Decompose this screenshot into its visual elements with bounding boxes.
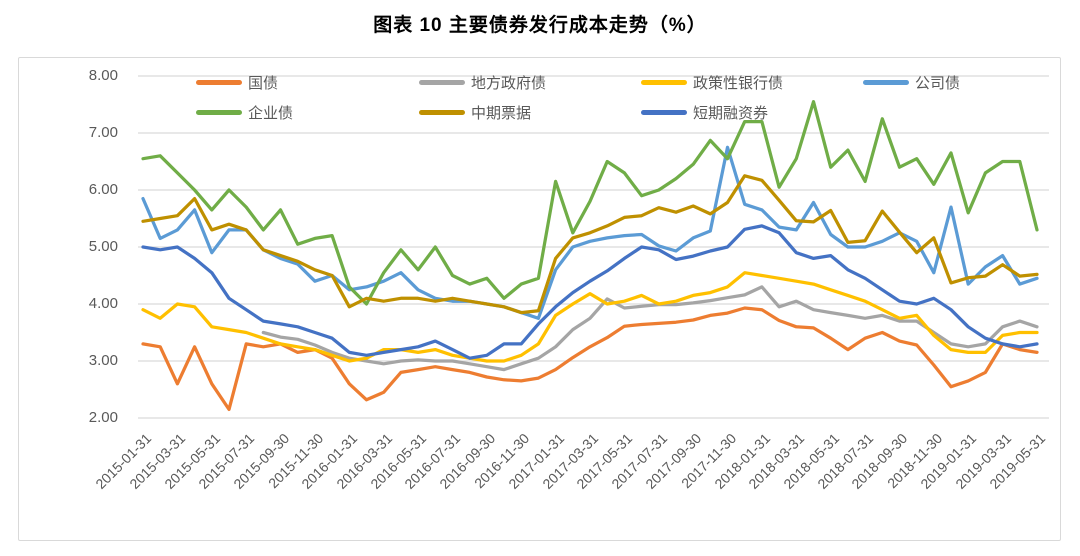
legend-label: 政策性银行债 xyxy=(693,74,784,92)
legend-item-enterprise-bond: 企业债 xyxy=(196,102,293,122)
legend-label: 短期融资券 xyxy=(693,104,769,122)
series-line-medium-term-note xyxy=(141,174,1039,315)
legend-swatch-enterprise-bond xyxy=(196,109,242,115)
y-tick-label: 5.00 xyxy=(88,238,118,255)
legend-label: 中期票据 xyxy=(471,104,532,122)
chart-title: 图表 10 主要债券发行成本走势（%） xyxy=(373,15,707,36)
y-tick-label: 7.00 xyxy=(88,124,118,141)
legend-item-policy-bank-bond: 政策性银行债 xyxy=(641,72,783,92)
legend-swatch-corporate-bond xyxy=(863,79,909,85)
y-tick-label: 8.00 xyxy=(88,67,118,84)
legend-item-corporate-bond: 公司债 xyxy=(863,72,960,92)
series-line-corporate-bond xyxy=(141,145,1039,320)
legend-swatch-medium-term-note xyxy=(419,109,465,115)
y-tick-label: 3.00 xyxy=(88,352,118,369)
series-line-treasury xyxy=(141,306,1039,412)
legend-item-short-term-cp: 短期融资券 xyxy=(641,102,768,122)
legend-swatch-treasury xyxy=(196,79,242,85)
y-tick-label: 6.00 xyxy=(88,181,118,198)
legend-item-local-gov-bond: 地方政府债 xyxy=(419,72,546,92)
legend-label: 公司债 xyxy=(915,74,961,92)
legend-item-medium-term-note: 中期票据 xyxy=(419,102,531,122)
y-tick-label: 2.00 xyxy=(88,409,118,426)
legend-item-treasury: 国债 xyxy=(196,72,278,92)
legend-label: 国债 xyxy=(248,74,279,92)
chart-area: 8.00 7.00 6.00 5.00 4.00 3.00 2.00 2015-01-31 2… xyxy=(18,57,1061,541)
series-line-local-gov-bond xyxy=(261,285,1039,372)
plot-canvas xyxy=(138,75,1049,419)
legend-swatch-local-gov-bond xyxy=(419,79,465,85)
series-line-policy-bank-bond xyxy=(141,271,1039,363)
legend-swatch-policy-bank-bond xyxy=(641,79,687,85)
series-line-short-term-cp xyxy=(141,224,1039,360)
y-tick-label: 4.00 xyxy=(88,295,118,312)
legend-swatch-short-term-cp xyxy=(641,109,687,115)
legend-label: 企业债 xyxy=(248,104,294,122)
series-line-enterprise-bond xyxy=(141,100,1039,306)
legend-label: 地方政府债 xyxy=(471,74,547,92)
